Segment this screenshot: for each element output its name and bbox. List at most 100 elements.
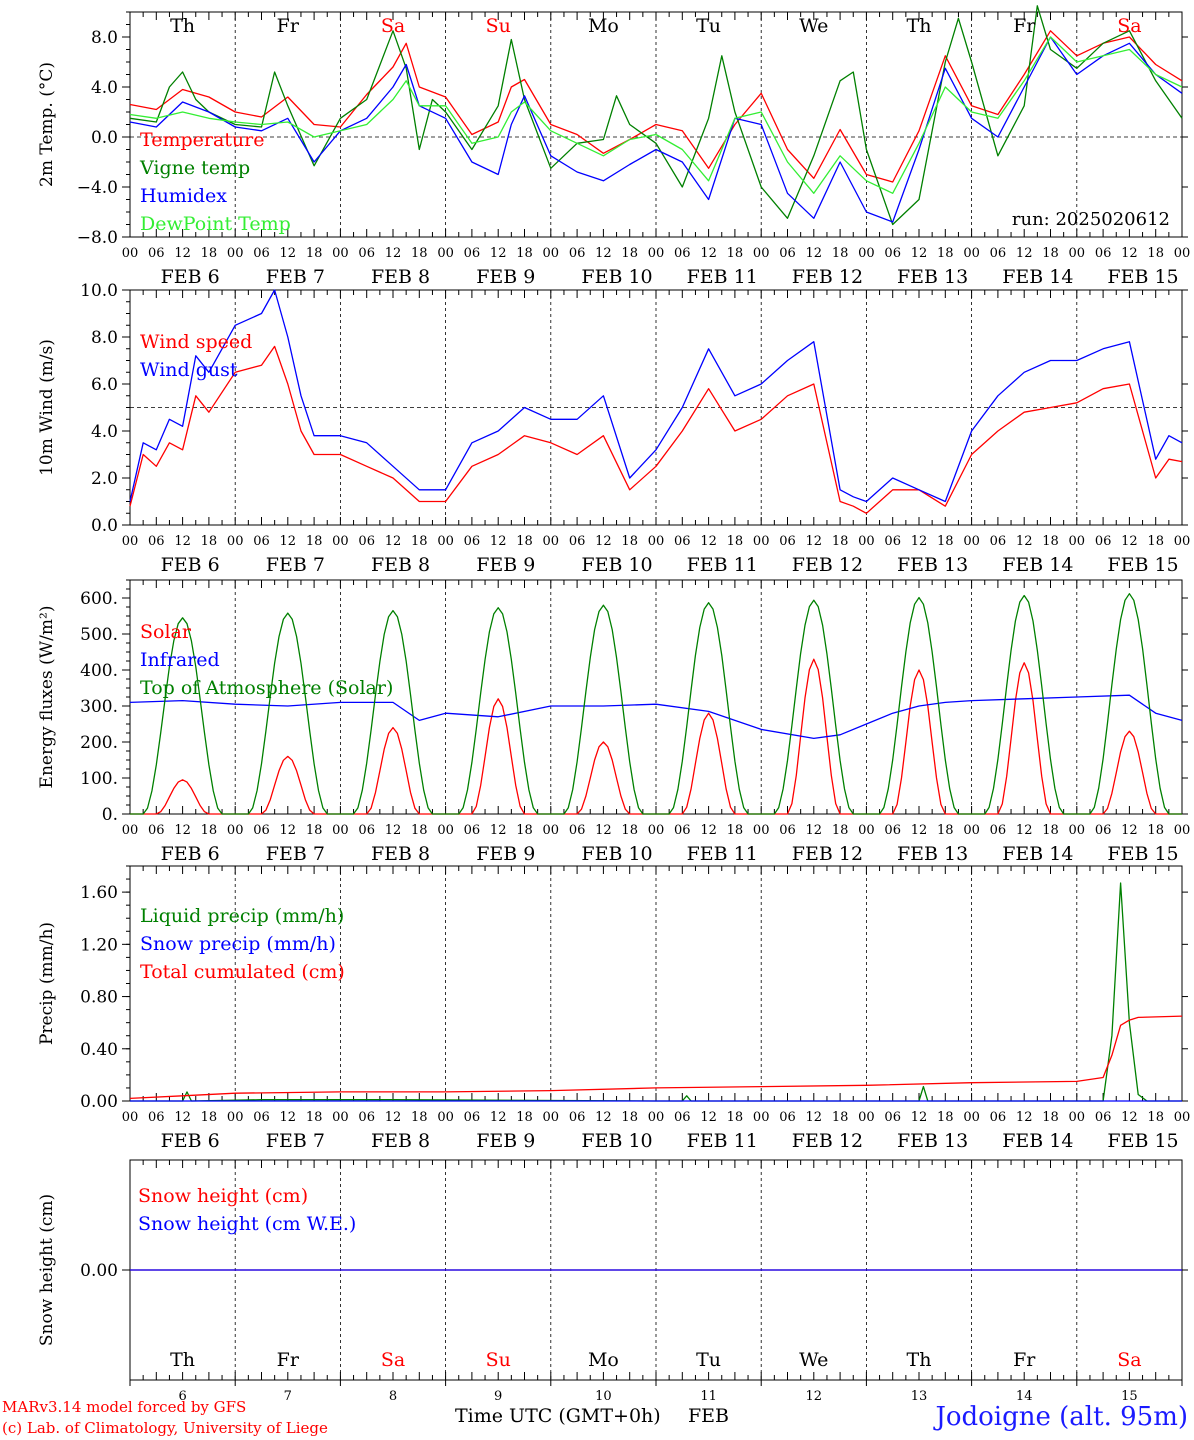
hour-label: 06	[358, 534, 375, 549]
date-label: FEB 15	[1107, 554, 1178, 576]
date-label: FEB 12	[792, 843, 863, 865]
date-label: FEB 9	[476, 1130, 535, 1152]
weekday-label: Fr	[277, 15, 300, 37]
legend-entry: Snow height (cm)	[138, 1185, 308, 1207]
hour-label: 00	[437, 1110, 454, 1125]
weekday-label: Sa	[1117, 1349, 1141, 1371]
hour-label: 00	[1069, 823, 1086, 838]
hour-label: 12	[280, 1110, 297, 1125]
weekday-label: Tu	[696, 15, 721, 37]
y-tick-label: 100.	[80, 769, 118, 789]
date-label: FEB 9	[476, 843, 535, 865]
hour-label: 18	[832, 534, 849, 549]
hour-label: 12	[806, 823, 823, 838]
series-line-infrared	[129, 694, 1183, 740]
hour-label: 00	[122, 534, 139, 549]
series-line-top-of-atmosphere-solar-	[130, 593, 1182, 815]
hour-label: 18	[937, 534, 954, 549]
date-label: FEB 8	[371, 1130, 430, 1152]
series-line-wind-speed	[129, 345, 1183, 514]
hour-label: 18	[201, 246, 218, 261]
weekday-label: Su	[486, 1349, 511, 1371]
hour-label: 12	[385, 1110, 402, 1125]
y-tick-label: 200.	[80, 733, 118, 753]
hour-label: 00	[122, 1110, 139, 1125]
hour-label: 00	[122, 246, 139, 261]
hour-label: 06	[674, 534, 691, 549]
hour-label: 12	[280, 534, 297, 549]
series-line-dewpoint-temp	[129, 36, 1183, 194]
hour-label: 00	[1069, 246, 1086, 261]
hour-label: 12	[700, 246, 717, 261]
hour-label: 06	[674, 1110, 691, 1125]
hour-label: 00	[753, 246, 770, 261]
day-number-label: 9	[494, 1389, 502, 1404]
hour-label: 18	[306, 1110, 323, 1125]
series-line-humidex	[129, 36, 1183, 223]
date-label: FEB 8	[371, 554, 430, 576]
weekday-label: Fr	[277, 1349, 300, 1371]
day-number-label: 10	[595, 1389, 612, 1404]
panel-energy	[122, 579, 1188, 815]
hour-label: 18	[937, 1110, 954, 1125]
hour-label: 12	[280, 823, 297, 838]
hour-label: 06	[148, 1110, 165, 1125]
hour-label: 18	[832, 823, 849, 838]
hour-label: 00	[543, 246, 560, 261]
hour-label: 06	[569, 246, 586, 261]
weekday-label: We	[799, 15, 828, 37]
hour-label: 00	[753, 823, 770, 838]
date-label: FEB 14	[1002, 554, 1073, 576]
hour-label: 06	[464, 534, 481, 549]
hour-label: 12	[174, 246, 191, 261]
x-axis-month: FEB	[688, 1405, 730, 1427]
hour-label: 00	[858, 534, 875, 549]
hour-label: 18	[201, 823, 218, 838]
hour-label: 12	[385, 534, 402, 549]
date-label: FEB 11	[687, 266, 758, 288]
hour-label: 00	[227, 246, 244, 261]
hour-label: 06	[779, 246, 796, 261]
hour-label: 12	[280, 246, 297, 261]
weekday-label: Sa	[381, 1349, 405, 1371]
hour-label: 06	[990, 1110, 1007, 1125]
y-tick-label: 1.20	[80, 935, 118, 955]
hour-label: 06	[990, 534, 1007, 549]
weekday-label: Th	[907, 15, 932, 37]
date-label: FEB 15	[1107, 266, 1178, 288]
hour-label: 00	[543, 823, 560, 838]
y-tick-label: 4.0	[91, 78, 118, 98]
hour-label: 00	[1174, 1110, 1191, 1125]
hour-label: 00	[1174, 823, 1191, 838]
hour-label: 06	[253, 823, 270, 838]
date-label: FEB 10	[581, 266, 652, 288]
hour-label: 06	[148, 246, 165, 261]
legend-entry: Snow height (cm W.E.)	[138, 1213, 356, 1235]
hour-label: 00	[227, 1110, 244, 1125]
station-name: Jodoigne (alt. 95m)	[935, 1402, 1188, 1432]
hour-label: 12	[595, 823, 612, 838]
hour-label: 00	[227, 823, 244, 838]
date-label: FEB 13	[897, 843, 968, 865]
x-axis-title: Time UTC (GMT+0h)	[455, 1405, 661, 1427]
hour-label: 06	[884, 823, 901, 838]
day-number-label: 8	[389, 1389, 397, 1404]
y-tick-label: 4.0	[91, 422, 118, 442]
date-label: FEB 15	[1107, 843, 1178, 865]
date-label: FEB 6	[161, 266, 220, 288]
hour-label: 12	[174, 823, 191, 838]
hour-label: 12	[700, 534, 717, 549]
hour-label: 18	[516, 246, 533, 261]
date-label: FEB 8	[371, 266, 430, 288]
legend-entry: Wind gust	[140, 359, 238, 381]
hour-label: 12	[595, 246, 612, 261]
hour-label: 12	[490, 534, 507, 549]
hour-label: 00	[753, 534, 770, 549]
hour-label: 12	[700, 823, 717, 838]
y-tick-label: 8.0	[91, 28, 118, 48]
run-label: run: 2025020612	[1012, 209, 1170, 230]
weekday-label: Sa	[381, 15, 405, 37]
date-label: FEB 7	[266, 1130, 325, 1152]
legend-entry: Total cumulated (cm)	[140, 961, 345, 983]
